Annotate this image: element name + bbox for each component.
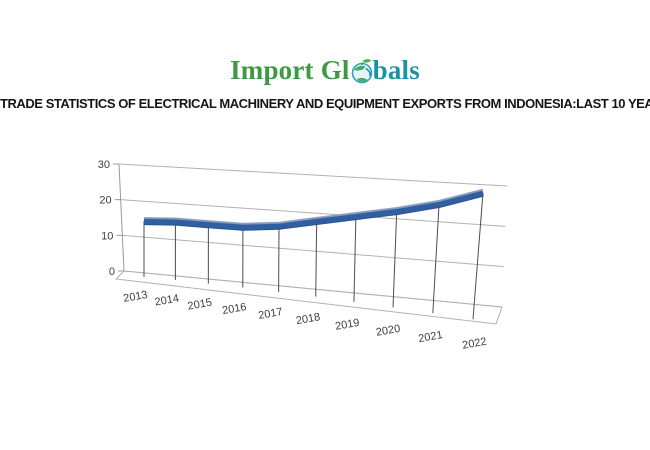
logo: Import Gl bals	[0, 53, 650, 87]
svg-text:2017: 2017	[257, 306, 283, 322]
svg-text:2018: 2018	[295, 311, 321, 327]
chart-title: TRADE STATISTICS OF ELECTRICAL MACHINERY…	[0, 96, 650, 111]
svg-text:2016: 2016	[221, 301, 247, 317]
svg-text:2021: 2021	[417, 329, 443, 345]
svg-text:2019: 2019	[334, 317, 360, 333]
svg-text:20: 20	[99, 195, 111, 207]
svg-text:10: 10	[101, 230, 113, 242]
drop-lines	[143, 192, 484, 320]
svg-text:2020: 2020	[375, 323, 401, 339]
globe-icon	[351, 59, 372, 84]
chart-floor	[114, 270, 503, 325]
x-axis-labels: 2013 2014 2015 2016 2017 2018 2019 2020 2021 2022	[122, 289, 487, 352]
svg-text:30: 30	[98, 159, 110, 171]
logo-text-bals: bals	[372, 54, 420, 85]
logo-text-import-gl: Import Gl	[230, 54, 350, 85]
svg-text:0: 0	[109, 266, 115, 278]
data-ribbon	[143, 188, 484, 231]
svg-text:2014: 2014	[154, 293, 180, 309]
svg-text:2022: 2022	[461, 336, 487, 352]
y-axis-labels: 0 10 20 30	[98, 159, 115, 278]
svg-text:2013: 2013	[122, 289, 148, 305]
svg-text:2015: 2015	[187, 297, 213, 313]
